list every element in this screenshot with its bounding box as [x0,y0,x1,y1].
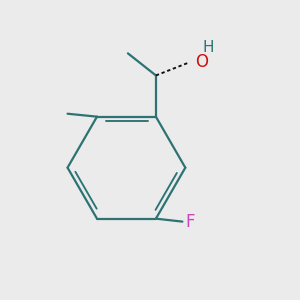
Text: F: F [185,213,195,231]
Text: O: O [195,52,208,70]
Text: H: H [202,40,214,55]
